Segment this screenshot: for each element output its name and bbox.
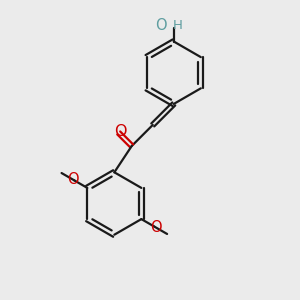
Text: O: O (114, 124, 126, 139)
Text: O: O (155, 18, 166, 33)
Text: H: H (172, 19, 182, 32)
Text: O: O (67, 172, 79, 187)
Text: O: O (150, 220, 161, 235)
